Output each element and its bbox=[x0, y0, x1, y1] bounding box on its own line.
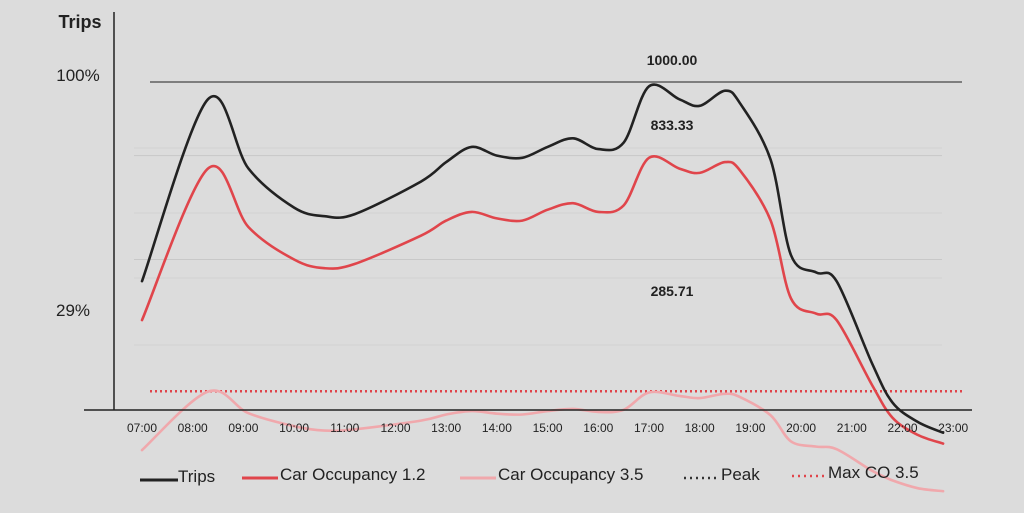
x-tick-label: 16:00 bbox=[583, 421, 613, 435]
x-tick-label: 08:00 bbox=[178, 421, 208, 435]
x-tick-label: 09:00 bbox=[228, 421, 258, 435]
x-tick-label: 19:00 bbox=[735, 421, 765, 435]
gridlines bbox=[134, 147, 942, 346]
x-tick-label: 15:00 bbox=[533, 421, 563, 435]
annotation-label: 285.71 bbox=[651, 283, 694, 299]
x-tick-label: 20:00 bbox=[786, 421, 816, 435]
y-axis-title: Trips bbox=[58, 12, 101, 32]
legend: Trips Car Occupancy 1.2 Car Occupancy 3.5 P… bbox=[140, 463, 919, 486]
legend-label-car-occupancy-3-5: Car Occupancy 3.5 bbox=[498, 465, 644, 484]
reference-lines bbox=[150, 81, 962, 393]
x-tick-label: 11:00 bbox=[330, 421, 359, 435]
legend-label-peak: Peak bbox=[721, 465, 760, 484]
x-tick-label: 23:00 bbox=[938, 421, 968, 435]
series-lines bbox=[140, 83, 945, 493]
x-tick-label: 22:00 bbox=[887, 421, 917, 435]
x-tick-label: 17:00 bbox=[634, 421, 664, 435]
legend-label-car-occupancy-1-2: Car Occupancy 1.2 bbox=[280, 465, 426, 484]
x-tick-labels: 07:00 08:00 09:00 10:00 11:00 12:00 13:00 14:00… bbox=[127, 421, 969, 435]
series-line-trips bbox=[140, 83, 945, 434]
series-line-car-occupancy-3-5 bbox=[140, 389, 945, 493]
y-label-29: 29% bbox=[56, 301, 90, 320]
annotation-label: 833.33 bbox=[651, 117, 694, 133]
legend-label-max-co-3-5: Max CO 3.5 bbox=[828, 463, 919, 482]
x-tick-label: 13:00 bbox=[431, 421, 461, 435]
legend-label-trips: Trips bbox=[178, 467, 215, 486]
x-tick-label: 14:00 bbox=[482, 421, 512, 435]
annotation-label: 1000.00 bbox=[647, 52, 698, 68]
x-tick-label: 10:00 bbox=[279, 421, 309, 435]
x-tick-label: 12:00 bbox=[380, 421, 410, 435]
y-label-100: 100% bbox=[56, 66, 99, 85]
annotations: 1000.00 833.33 285.71 bbox=[647, 52, 698, 299]
series-line-car-occupancy-1-2 bbox=[140, 155, 945, 445]
x-tick-label: 07:00 bbox=[127, 421, 157, 435]
x-tick-label: 21:00 bbox=[837, 421, 867, 435]
x-tick-label: 18:00 bbox=[685, 421, 715, 435]
